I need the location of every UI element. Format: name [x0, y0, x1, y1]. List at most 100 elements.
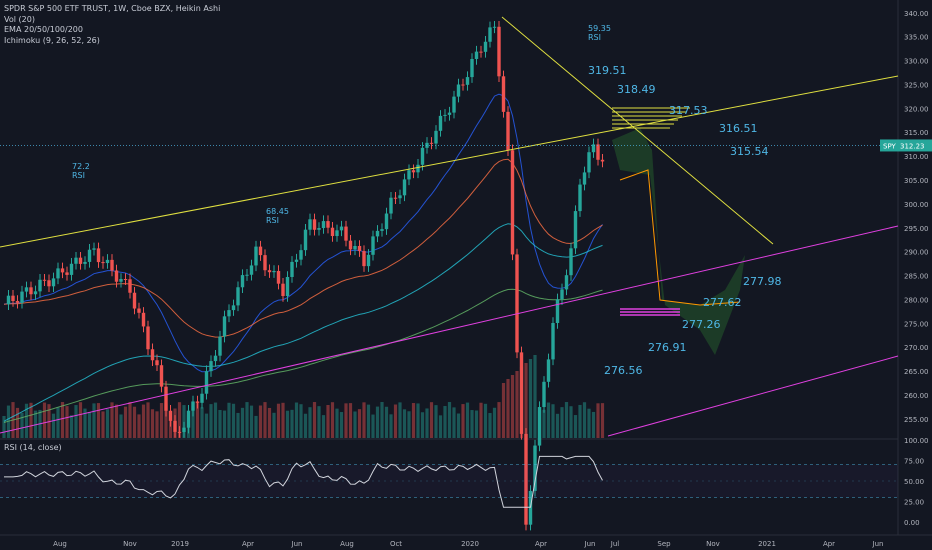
volume-bar	[245, 402, 249, 438]
candle-body	[159, 365, 164, 387]
candle-body	[312, 219, 317, 230]
volume-bar	[339, 412, 344, 438]
volume-bar	[582, 402, 587, 438]
candle-body	[213, 355, 218, 362]
current-price-value: 312.23	[900, 142, 925, 150]
volume-bar	[2, 416, 6, 438]
time-tick-label: 2021	[758, 540, 776, 548]
candle-body	[389, 197, 393, 214]
candle-body	[51, 278, 56, 287]
legend-ema[interactable]: EMA 20/50/100/200	[4, 25, 83, 34]
price-tick-label: 325.00	[904, 81, 929, 89]
volume-bar	[290, 409, 294, 438]
candle-body	[474, 51, 479, 59]
candle-body	[200, 393, 204, 403]
volume-bar	[407, 411, 411, 438]
candle-body	[488, 27, 492, 42]
resistance-trendline	[0, 75, 899, 248]
candle-body	[330, 227, 335, 237]
volume-bar	[51, 413, 56, 438]
candle-body	[128, 279, 132, 293]
volume-bar	[105, 409, 110, 438]
volume-bar	[452, 407, 456, 438]
price-tick-label: 290.00	[904, 249, 929, 257]
target-level-label: 277.62	[703, 296, 742, 309]
target-level-label: 317.53	[669, 104, 708, 117]
volume-bar	[96, 403, 101, 438]
candle-body	[483, 41, 488, 52]
time-tick-label: Apr	[535, 540, 547, 548]
chart-legend: SPDR S&P 500 ETF TRUST, 1W, Cboe BZX, He…	[4, 4, 220, 46]
candle-body	[591, 144, 596, 153]
candle-body	[326, 221, 330, 228]
candle-body	[276, 270, 281, 284]
price-tick-label: 255.00	[904, 416, 929, 424]
candle-body	[254, 246, 258, 266]
volume-bar	[123, 406, 128, 438]
candle-body	[416, 164, 420, 173]
volume-bar	[240, 407, 245, 438]
volume-bar	[344, 403, 348, 438]
volume-bar	[411, 403, 416, 438]
target-level-label: 316.51	[719, 122, 758, 135]
volume-bar	[465, 402, 470, 438]
candle-body	[299, 250, 303, 260]
candle-body	[164, 386, 168, 411]
candle-body	[263, 255, 267, 271]
volume-bar	[326, 404, 330, 438]
volume-bar	[425, 408, 429, 438]
rsi-reading-value: 68.45	[266, 207, 289, 216]
time-tick-label: Sep	[657, 540, 671, 548]
volume-bar	[573, 415, 578, 438]
candle-body	[317, 228, 321, 230]
candle-body	[569, 248, 573, 276]
legend-volume[interactable]: Vol (20)	[4, 14, 35, 24]
candle-body	[74, 257, 78, 264]
candle-body	[438, 115, 443, 131]
candle-body	[240, 275, 245, 288]
volume-bar	[564, 402, 569, 438]
volume-bar	[402, 409, 407, 438]
time-tick-label: Nov	[706, 540, 720, 548]
price-tick-label: 335.00	[904, 34, 929, 42]
candle-body	[141, 312, 146, 327]
volume-bar	[258, 405, 263, 438]
volume-bar	[204, 413, 209, 438]
candle-body	[339, 226, 344, 231]
candle-body	[231, 305, 236, 311]
volume-bar	[569, 406, 573, 438]
rsi-pane-title[interactable]: RSI (14, close)	[4, 443, 62, 452]
volume-bar	[510, 375, 515, 438]
rsi-tick-label: 75.00	[904, 458, 924, 466]
volume-bar	[393, 404, 398, 438]
volume-bar	[587, 408, 591, 438]
candle-body	[573, 211, 578, 249]
volume-bar	[551, 404, 555, 438]
candle-body	[537, 407, 542, 446]
volume-bar	[560, 407, 564, 438]
volume-bar	[380, 402, 384, 438]
volume-bar	[357, 409, 362, 438]
candle-body	[429, 142, 434, 144]
legend-symbol[interactable]: SPDR S&P 500 ETF TRUST, 1W, Cboe BZX, He…	[4, 4, 221, 13]
volume-bar	[492, 407, 497, 438]
volume-bar	[110, 402, 114, 438]
volume-bar	[434, 405, 438, 438]
candle-body	[15, 301, 20, 303]
volume-bar	[546, 402, 551, 438]
price-tick-label: 310.00	[904, 153, 929, 161]
candle-body	[582, 172, 587, 185]
time-tick-label: Nov	[123, 540, 137, 548]
volume-bar	[447, 402, 452, 438]
candle-body	[33, 291, 38, 295]
candle-body	[137, 308, 141, 313]
candle-body	[371, 236, 375, 255]
time-tick-label: Jun	[291, 540, 303, 548]
price-tick-label: 320.00	[904, 105, 929, 113]
volume-bar	[438, 415, 443, 438]
legend-ichimoku[interactable]: Ichimoku (9, 26, 52, 26)	[4, 35, 100, 45]
candle-body	[249, 265, 254, 275]
candle-body	[420, 147, 425, 165]
candle-body	[452, 96, 456, 113]
